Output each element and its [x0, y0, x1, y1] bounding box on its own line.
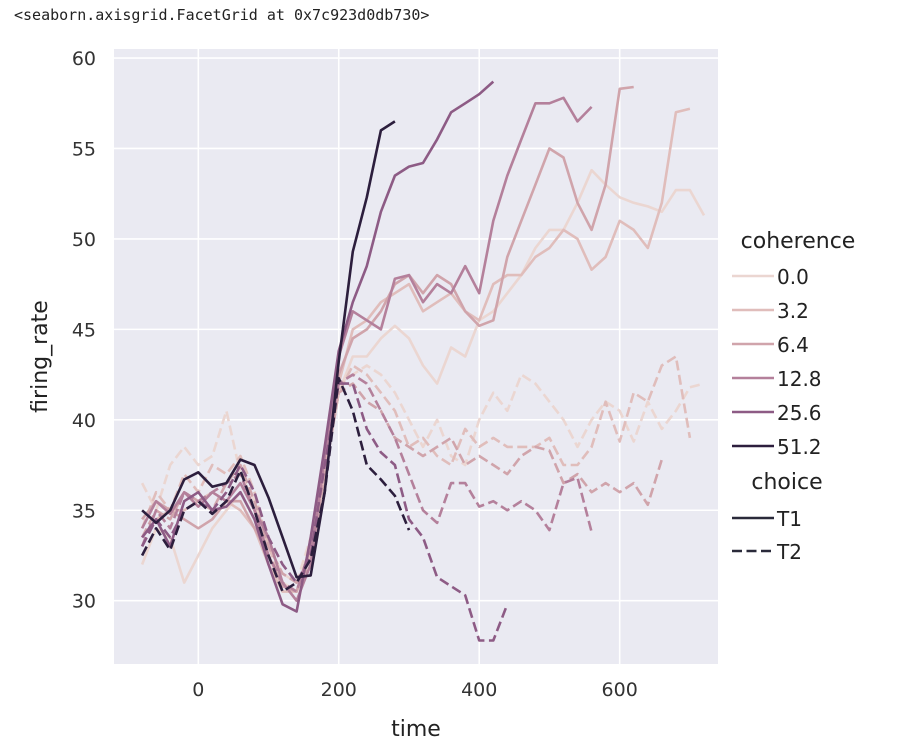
x-tick-label: 200 [321, 679, 357, 701]
plot-area-background [114, 49, 718, 664]
series-line-51-2-t2 [140, 376, 411, 593]
output-repr-text: <seaborn.axisgrid.FacetGrid at 0x7c923d0… [14, 6, 430, 24]
x-tick-label: 0 [192, 679, 204, 701]
series-line-3-2-t2 [140, 355, 692, 593]
legend-label-t2: T2 [776, 540, 802, 564]
series-line-25-6-t1 [141, 80, 495, 613]
series-line-0-0-t2 [140, 364, 705, 584]
legend-title-choice: choice [751, 470, 822, 495]
series-line-3-2-t1 [141, 107, 691, 593]
x-axis-label: time [391, 717, 441, 742]
x-tick-label: 400 [461, 679, 497, 701]
legend-label-t1: T1 [776, 507, 802, 531]
y-tick-labels: 30 35 40 45 50 55 60 [72, 48, 96, 613]
series-line-12-8-t1 [140, 96, 593, 602]
legend-label-51-2: 51.2 [777, 435, 822, 459]
legend-label-25-6: 25.6 [777, 401, 822, 425]
x-tick-label: 600 [602, 679, 638, 701]
y-tick-label: 45 [72, 319, 96, 341]
x-tick-labels: 0 200 400 600 [192, 679, 638, 701]
legend-title-coherence: coherence [741, 229, 856, 254]
y-tick-label: 35 [72, 500, 96, 522]
series-line-12-8-t2 [140, 373, 593, 593]
y-tick-label: 50 [72, 229, 96, 251]
legend-label-0-0: 0.0 [777, 265, 809, 289]
y-tick-label: 55 [72, 138, 96, 160]
legend-label-3-2: 3.2 [777, 299, 809, 323]
legend-label-12-8: 12.8 [777, 367, 822, 391]
series-lines [140, 80, 706, 642]
y-tick-label: 30 [72, 591, 96, 613]
series-line-51-2-t1 [141, 120, 396, 579]
legend-label-6-4: 6.4 [777, 333, 809, 357]
y-tick-label: 40 [72, 410, 96, 432]
y-tick-label: 60 [72, 48, 96, 70]
y-axis-label: firing_rate [28, 300, 53, 413]
legend: coherence 0.0 3.2 6.4 12.8 25.6 51.2 choice T1 T2 [732, 229, 855, 564]
